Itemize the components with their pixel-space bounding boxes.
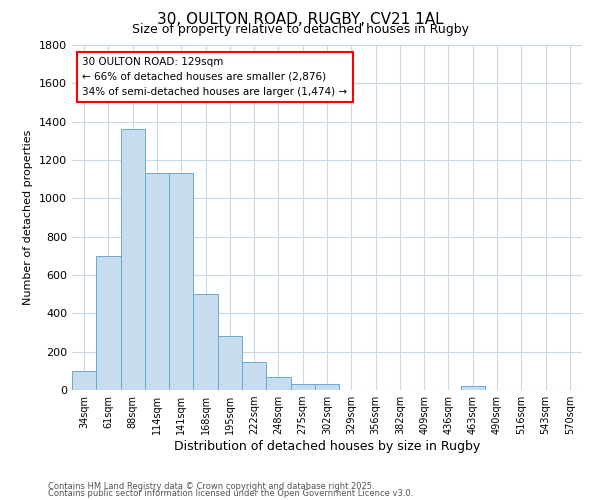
Bar [121, 130, 145, 390]
Bar [193, 294, 218, 390]
Y-axis label: Number of detached properties: Number of detached properties [23, 130, 34, 305]
Bar [218, 336, 242, 390]
Text: 30, OULTON ROAD, RUGBY, CV21 1AL: 30, OULTON ROAD, RUGBY, CV21 1AL [157, 12, 443, 28]
X-axis label: Distribution of detached houses by size in Rugby: Distribution of detached houses by size … [174, 440, 480, 453]
Bar [169, 174, 193, 390]
Text: Size of property relative to detached houses in Rugby: Size of property relative to detached ho… [131, 22, 469, 36]
Bar [266, 376, 290, 390]
Bar [242, 362, 266, 390]
Bar [461, 386, 485, 390]
Text: 30 OULTON ROAD: 129sqm
← 66% of detached houses are smaller (2,876)
34% of semi-: 30 OULTON ROAD: 129sqm ← 66% of detached… [82, 57, 347, 96]
Bar [145, 174, 169, 390]
Text: Contains public sector information licensed under the Open Government Licence v3: Contains public sector information licen… [48, 489, 413, 498]
Bar [315, 384, 339, 390]
Bar [96, 256, 121, 390]
Bar [72, 371, 96, 390]
Bar [290, 384, 315, 390]
Text: Contains HM Land Registry data © Crown copyright and database right 2025.: Contains HM Land Registry data © Crown c… [48, 482, 374, 491]
